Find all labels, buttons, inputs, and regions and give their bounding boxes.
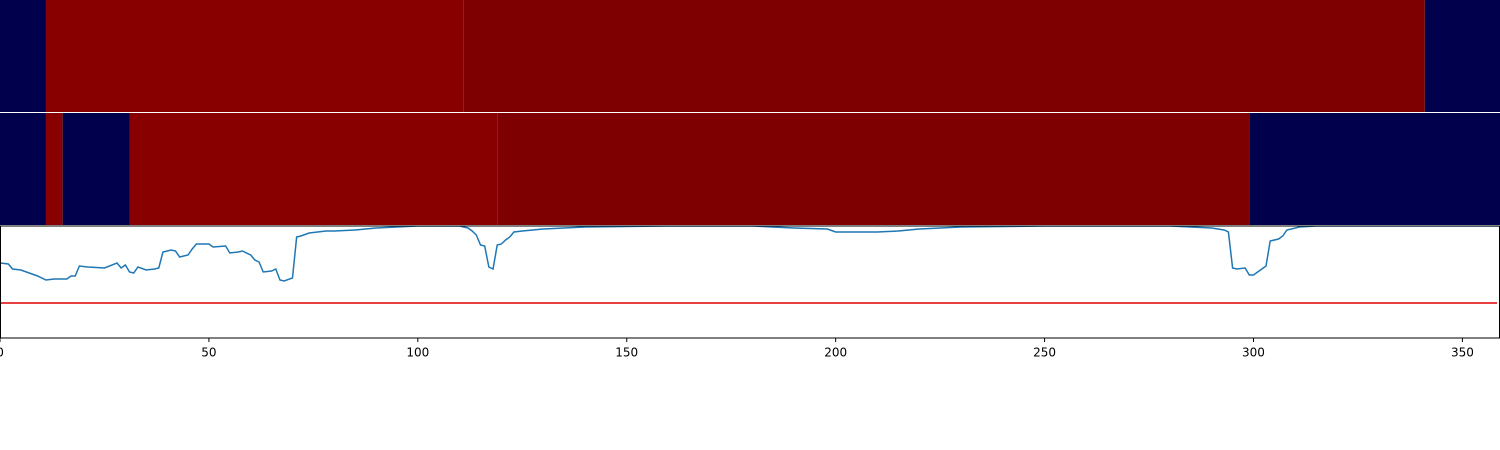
x-tick-label: 250 <box>1033 346 1056 360</box>
segment <box>497 113 1250 225</box>
segment <box>463 0 1425 112</box>
x-tick-label: 0 <box>0 346 4 360</box>
x-tick-label: 300 <box>1242 346 1265 360</box>
x-tick-label: 50 <box>201 346 216 360</box>
x-tick-label: 200 <box>824 346 847 360</box>
x-tick-label: 100 <box>406 346 429 360</box>
plot-frame <box>0 225 1500 339</box>
x-tick-label: 150 <box>615 346 638 360</box>
segment <box>1424 0 1500 112</box>
segment <box>45 113 63 225</box>
segment <box>0 113 46 225</box>
segment <box>129 113 498 225</box>
segment <box>62 113 130 225</box>
segment <box>0 0 46 112</box>
segment <box>1249 113 1500 225</box>
line <box>0 226 1500 282</box>
segment <box>45 0 464 112</box>
x-tick-label: 350 <box>1451 346 1474 360</box>
